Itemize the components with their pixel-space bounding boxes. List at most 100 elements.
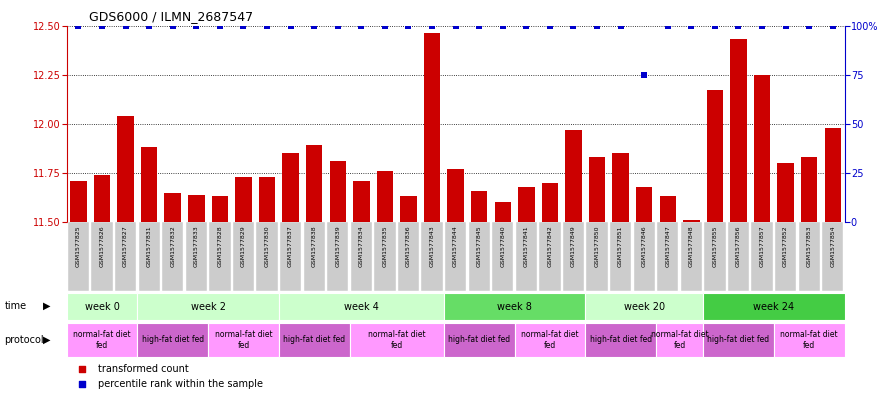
Text: week 20: week 20: [623, 301, 665, 312]
FancyBboxPatch shape: [92, 222, 113, 291]
Text: GSM1577853: GSM1577853: [806, 226, 812, 267]
FancyBboxPatch shape: [209, 222, 230, 291]
Text: transformed count: transformed count: [98, 364, 188, 374]
Point: [755, 22, 769, 29]
Text: normal-fat diet
fed: normal-fat diet fed: [781, 330, 838, 350]
Text: GSM1577856: GSM1577856: [736, 226, 741, 267]
FancyBboxPatch shape: [798, 222, 820, 291]
Bar: [353, 181, 370, 222]
Text: high-fat diet fed: high-fat diet fed: [283, 336, 345, 344]
Text: GSM1577826: GSM1577826: [100, 226, 105, 267]
Point: [779, 22, 793, 29]
Text: GSM1577828: GSM1577828: [218, 226, 222, 267]
FancyBboxPatch shape: [728, 222, 749, 291]
Bar: [824, 128, 841, 222]
Text: GSM1577849: GSM1577849: [571, 226, 576, 267]
Bar: [589, 157, 605, 222]
Text: GSM1577845: GSM1577845: [477, 226, 482, 267]
Text: normal-fat diet
fed: normal-fat diet fed: [521, 330, 579, 350]
Bar: [613, 153, 629, 222]
Bar: [660, 196, 676, 222]
Text: normal-fat diet
fed: normal-fat diet fed: [73, 330, 131, 350]
Bar: [330, 161, 346, 222]
Bar: [683, 220, 700, 222]
Text: GSM1577857: GSM1577857: [759, 226, 765, 267]
Point: [566, 22, 581, 29]
Bar: [236, 177, 252, 222]
Bar: [494, 202, 511, 222]
Text: GSM1577825: GSM1577825: [76, 226, 81, 267]
FancyBboxPatch shape: [349, 323, 444, 357]
FancyBboxPatch shape: [681, 222, 702, 291]
FancyBboxPatch shape: [374, 222, 396, 291]
Text: GDS6000 / ILMN_2687547: GDS6000 / ILMN_2687547: [89, 10, 253, 23]
Bar: [141, 147, 157, 222]
Point: [118, 22, 132, 29]
FancyBboxPatch shape: [703, 323, 773, 357]
Text: week 0: week 0: [84, 301, 119, 312]
FancyBboxPatch shape: [634, 222, 655, 291]
FancyBboxPatch shape: [233, 222, 254, 291]
Text: GSM1577842: GSM1577842: [548, 226, 552, 267]
Bar: [424, 33, 440, 222]
Bar: [93, 175, 110, 222]
Bar: [636, 187, 653, 222]
FancyBboxPatch shape: [444, 323, 515, 357]
FancyBboxPatch shape: [610, 222, 631, 291]
Text: week 2: week 2: [190, 301, 226, 312]
Text: GSM1577835: GSM1577835: [382, 226, 388, 267]
Text: GSM1577844: GSM1577844: [453, 226, 458, 267]
Text: GSM1577841: GSM1577841: [524, 226, 529, 267]
Bar: [377, 171, 393, 222]
Text: time: time: [4, 301, 27, 311]
Text: GSM1577837: GSM1577837: [288, 226, 293, 267]
Point: [543, 22, 557, 29]
Text: normal-fat diet
fed: normal-fat diet fed: [214, 330, 272, 350]
Point: [165, 22, 180, 29]
Point: [236, 22, 251, 29]
Text: GSM1577854: GSM1577854: [830, 226, 836, 267]
Bar: [70, 181, 87, 222]
Bar: [188, 195, 204, 222]
FancyBboxPatch shape: [587, 222, 608, 291]
Text: GSM1577830: GSM1577830: [265, 226, 269, 267]
FancyBboxPatch shape: [138, 323, 208, 357]
Point: [71, 22, 85, 29]
FancyBboxPatch shape: [703, 293, 845, 320]
Bar: [306, 145, 323, 222]
FancyBboxPatch shape: [516, 222, 537, 291]
Bar: [777, 163, 794, 222]
FancyBboxPatch shape: [351, 222, 372, 291]
Bar: [117, 116, 134, 222]
Text: high-fat diet fed: high-fat diet fed: [448, 336, 510, 344]
FancyBboxPatch shape: [208, 323, 279, 357]
Text: GSM1577846: GSM1577846: [642, 226, 646, 267]
Bar: [707, 90, 723, 222]
FancyBboxPatch shape: [138, 293, 279, 320]
FancyBboxPatch shape: [327, 222, 348, 291]
Text: percentile rank within the sample: percentile rank within the sample: [98, 378, 263, 389]
Point: [637, 72, 652, 78]
FancyBboxPatch shape: [67, 323, 138, 357]
FancyBboxPatch shape: [256, 222, 277, 291]
FancyBboxPatch shape: [657, 222, 678, 291]
FancyBboxPatch shape: [445, 222, 466, 291]
Text: GSM1577851: GSM1577851: [618, 226, 623, 267]
Text: GSM1577833: GSM1577833: [194, 226, 199, 267]
FancyBboxPatch shape: [398, 222, 419, 291]
Bar: [754, 75, 770, 222]
FancyBboxPatch shape: [585, 293, 703, 320]
FancyBboxPatch shape: [704, 222, 725, 291]
Point: [732, 22, 746, 29]
Bar: [541, 183, 558, 222]
Point: [472, 22, 486, 29]
Text: GSM1577831: GSM1577831: [147, 226, 152, 267]
FancyBboxPatch shape: [493, 222, 513, 291]
Point: [76, 366, 89, 372]
FancyBboxPatch shape: [775, 222, 797, 291]
FancyBboxPatch shape: [279, 293, 444, 320]
Text: normal-fat diet
fed: normal-fat diet fed: [368, 330, 426, 350]
Text: week 24: week 24: [753, 301, 795, 312]
Text: week 8: week 8: [497, 301, 532, 312]
Text: GSM1577840: GSM1577840: [501, 226, 505, 267]
